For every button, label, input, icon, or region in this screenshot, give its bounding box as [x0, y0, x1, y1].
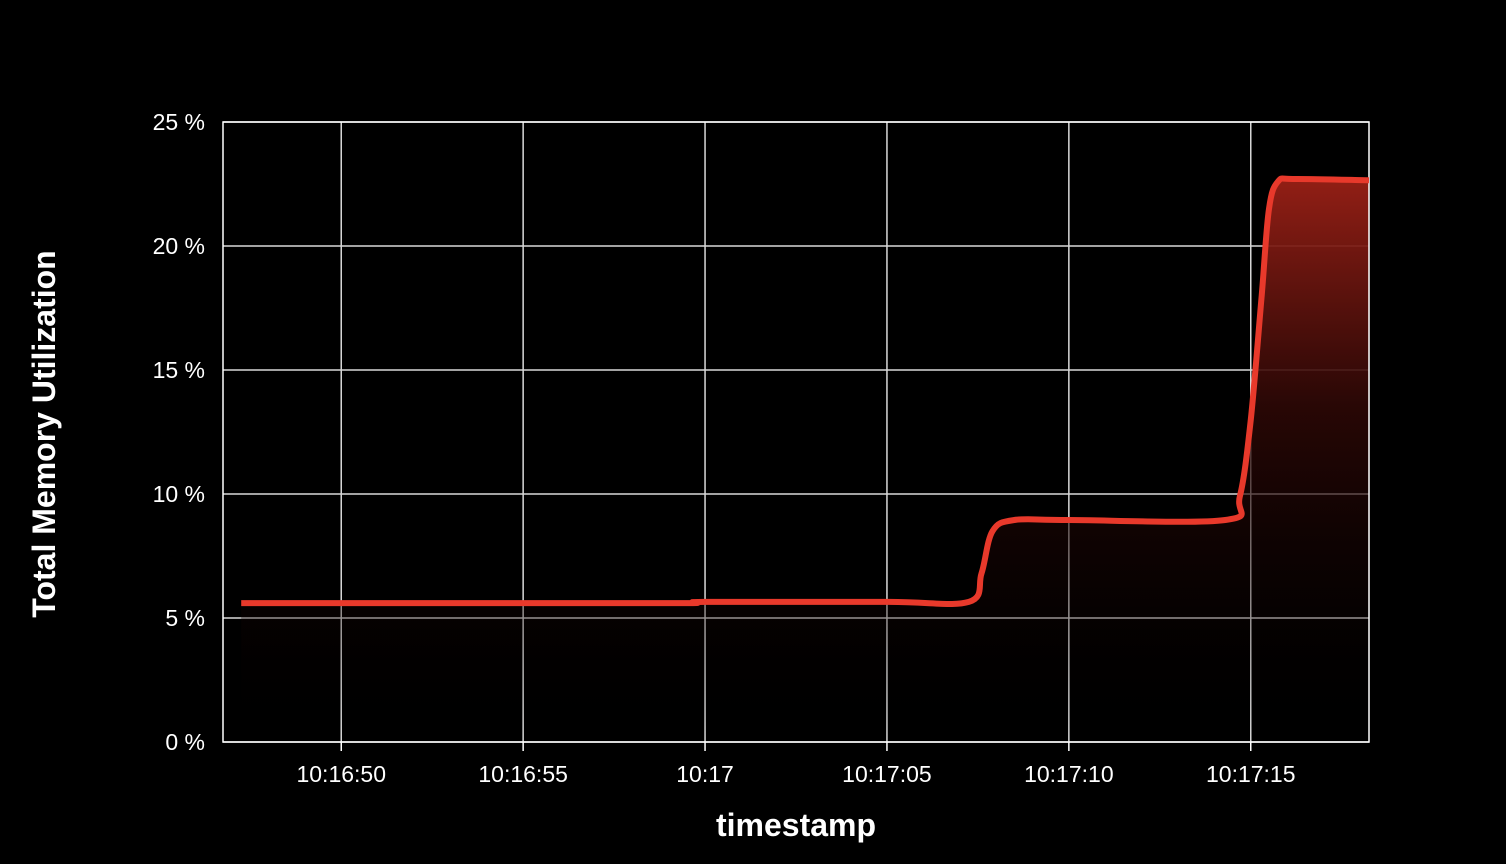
y-tick-label: 5 %: [165, 605, 205, 631]
x-tick-label: 10:17:15: [1206, 761, 1296, 787]
x-tick-labels: 10:16:50 10:16:55 10:17 10:17:05 10:17:10 10:…: [296, 761, 1295, 787]
x-tick-label: 10:17:05: [842, 761, 932, 787]
x-tick-label: 10:17:10: [1024, 761, 1114, 787]
x-tick-label: 10:16:55: [478, 761, 568, 787]
y-tick-label: 25 %: [153, 109, 205, 135]
x-tick-label: 10:16:50: [296, 761, 386, 787]
x-tick-label: 10:17: [676, 761, 734, 787]
series-area: [241, 178, 1370, 742]
series-area-layer: [241, 178, 1370, 742]
y-tick-label: 10 %: [153, 481, 205, 507]
y-tick-label: 20 %: [153, 233, 205, 259]
plot-frame: [222, 121, 1370, 743]
y-axis-title: Total Memory Utilization: [26, 250, 62, 617]
y-tick-label: 0 %: [165, 729, 205, 755]
series-line-layer: [241, 175, 1370, 607]
y-tick-labels: 0 % 5 % 10 % 15 % 20 % 25 %: [153, 109, 205, 755]
y-tick-label: 15 %: [153, 357, 205, 383]
x-axis-title: timestamp: [716, 807, 876, 843]
series-line: [241, 175, 1370, 607]
